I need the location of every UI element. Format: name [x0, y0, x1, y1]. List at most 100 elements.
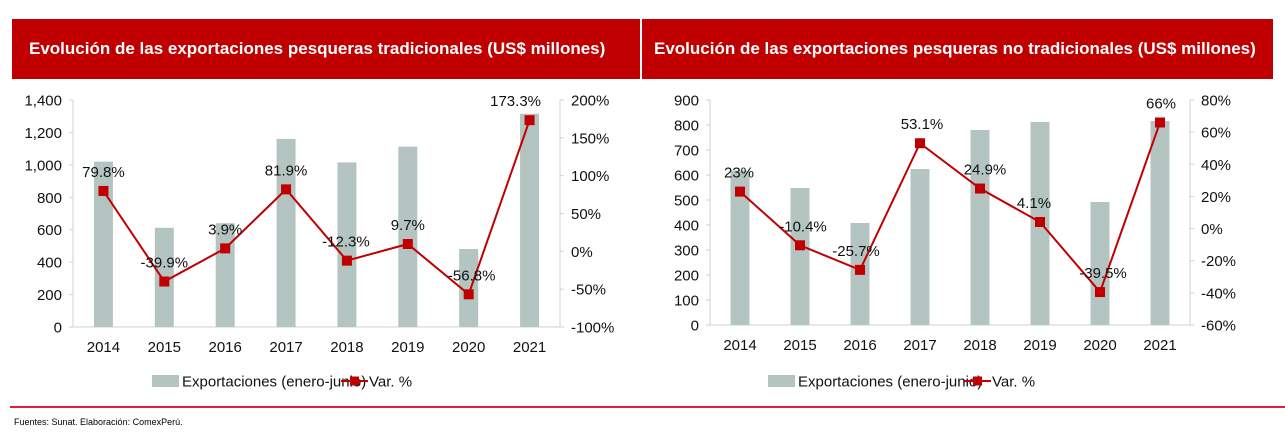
bar-2015 [790, 188, 810, 325]
data-label: -25.7% [832, 243, 880, 260]
data-label: 4.1% [1017, 195, 1051, 212]
y-tick-label-left: 0 [54, 320, 62, 337]
x-tick-label: 2021 [1143, 337, 1176, 354]
y-tick-label-right: -100% [571, 320, 614, 337]
legend-swatch-marker [973, 376, 982, 386]
y-tick-label-left: 400 [37, 255, 62, 272]
chart-non-traditional: 0 100 200 300 400 500 600 700 800 900 -60% -40% -20%… [674, 93, 1236, 391]
marker-2021 [524, 115, 535, 126]
data-label: -56.8% [448, 267, 496, 284]
data-label: 3.9% [208, 221, 242, 238]
bar-2016 [215, 223, 235, 327]
legend-swatch-marker [350, 376, 359, 386]
bar-2019 [398, 146, 418, 327]
x-tick-label: 2019 [1023, 337, 1056, 354]
marker-2020 [463, 289, 474, 300]
y-tick-label-right: 50% [571, 206, 601, 223]
legend-label-line: Var. % [992, 374, 1035, 391]
legend-swatch-bar [152, 375, 179, 387]
data-label: 79.8% [82, 164, 125, 181]
bar-2018 [970, 130, 990, 325]
y-tick-label-right: -20% [1201, 253, 1236, 270]
bar-2014 [730, 170, 750, 325]
y-tick-label-right: 40% [1201, 157, 1231, 174]
x-tick-label: 2017 [269, 339, 302, 356]
footer-divider [10, 406, 1285, 408]
data-label: 66% [1146, 96, 1176, 113]
legend-label-bar: Exportaciones (enero-junio) [798, 374, 982, 391]
marker-2014 [735, 186, 745, 197]
marker-2016 [220, 243, 231, 254]
y-tick-label-right: 150% [571, 130, 609, 147]
x-tick-label: 2021 [513, 339, 546, 356]
data-label: 53.1% [901, 116, 944, 133]
marker-2021 [1155, 117, 1165, 128]
y-tick-label-left: 1,400 [24, 93, 62, 110]
bar-2014 [93, 161, 113, 327]
x-tick-label: 2014 [87, 339, 120, 356]
marker-2015 [795, 240, 805, 251]
x-tick-label: 2016 [209, 339, 242, 356]
chart-traditional: 0 200 400 600 800 1,000 1,200 1,400 -100% -50% 0% 5… [24, 93, 614, 391]
marker-2016 [855, 264, 865, 275]
y-tick-label-left: 1,000 [24, 157, 62, 174]
bar-2021 [520, 113, 540, 328]
y-tick-label-right: -50% [571, 282, 606, 299]
data-label: -39.9% [141, 255, 189, 272]
y-tick-label-left: 500 [674, 193, 699, 210]
x-tick-label: 2020 [1083, 337, 1116, 354]
x-tick-label: 2014 [723, 337, 756, 354]
y-tick-label-left: 100 [674, 293, 699, 310]
y-tick-label-left: 300 [674, 243, 699, 260]
marker-2014 [98, 185, 109, 196]
y-tick-label-left: 700 [674, 143, 699, 160]
chart-panel-traditional: Evolución de las exportaciones pesqueras… [0, 0, 640, 400]
data-label: -10.4% [779, 218, 827, 235]
marker-2018 [341, 255, 352, 266]
legend-swatch-bar [768, 375, 795, 387]
chart-title: Evolución de las exportaciones pesqueras… [642, 19, 1273, 79]
bar-2020 [459, 249, 479, 327]
y-tick-label-right: 60% [1201, 125, 1231, 142]
x-tick-label: 2018 [330, 339, 363, 356]
bar-2021 [1150, 121, 1170, 325]
x-tick-label: 2018 [963, 337, 996, 354]
bar-2018 [337, 162, 357, 327]
y-tick-label-left: 1,200 [24, 125, 62, 142]
bar-2020 [1090, 202, 1110, 325]
y-tick-label-right: -40% [1201, 285, 1236, 302]
y-tick-label-left: 800 [674, 118, 699, 135]
x-tick-label: 2015 [783, 337, 816, 354]
y-tick-label-left: 900 [674, 93, 699, 110]
data-label: 23% [724, 165, 754, 182]
data-label: -39.5% [1079, 265, 1127, 282]
y-tick-label-left: 600 [37, 222, 62, 239]
source-note: Fuentes: Sunat. Elaboración: ComexPerú. [14, 417, 183, 427]
x-tick-label: 2017 [903, 337, 936, 354]
marker-2015 [159, 276, 170, 287]
marker-2018 [975, 183, 985, 194]
data-label: 24.9% [964, 162, 1007, 179]
marker-2020 [1095, 287, 1105, 298]
y-tick-label-left: 0 [691, 318, 699, 335]
data-label: -12.3% [322, 234, 370, 251]
x-tick-label: 2016 [843, 337, 876, 354]
marker-2019 [402, 238, 413, 249]
y-tick-label-right: 100% [571, 168, 609, 185]
y-tick-label-right: 80% [1201, 93, 1231, 110]
data-label: 9.7% [391, 217, 425, 234]
legend-label-bar: Exportaciones (enero-junio) [182, 374, 366, 391]
y-tick-label-right: 20% [1201, 189, 1231, 206]
y-tick-label-left: 600 [674, 168, 699, 185]
y-tick-label-left: 200 [37, 287, 62, 304]
chart-panel-non-traditional: Evolución de las exportaciones pesqueras… [642, 0, 1285, 400]
marker-2019 [1035, 216, 1045, 227]
legend-label-line: Var. % [369, 374, 412, 391]
marker-2017 [281, 184, 292, 195]
x-tick-label: 2015 [148, 339, 181, 356]
chart-title: Evolución de las exportaciones pesqueras… [12, 19, 640, 79]
y-tick-label-left: 400 [674, 218, 699, 235]
x-tick-label: 2020 [452, 339, 485, 356]
marker-2017 [915, 138, 925, 149]
y-tick-label-right: 200% [571, 93, 609, 110]
